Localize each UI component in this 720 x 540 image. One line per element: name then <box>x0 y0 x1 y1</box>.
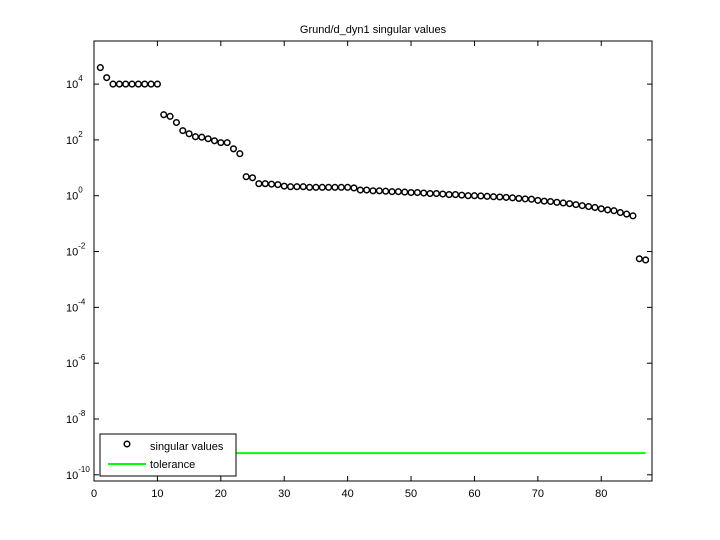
data-point <box>635 255 643 263</box>
data-point <box>496 193 504 201</box>
x-tick-label: 10 <box>151 488 163 500</box>
data-point <box>413 188 421 197</box>
y-tick-label: 10-8 <box>66 409 86 426</box>
data-point <box>489 193 498 201</box>
data-point <box>363 186 371 194</box>
chart-title: Grund/d_dyn1 singular values <box>300 24 447 36</box>
data-point <box>521 195 529 203</box>
data-point <box>236 150 244 158</box>
data-point <box>223 139 231 147</box>
y-tick-label: 10-10 <box>66 465 90 482</box>
data-point <box>616 208 624 217</box>
y-tick-label: 10-4 <box>66 297 86 314</box>
data-point <box>401 188 409 196</box>
plot-area <box>93 40 653 482</box>
data-point <box>172 118 180 127</box>
data-point <box>153 80 161 88</box>
data-point <box>198 133 206 141</box>
data-point <box>261 180 269 188</box>
data-point <box>642 256 650 264</box>
data-point <box>96 64 104 72</box>
x-tick-label: 60 <box>468 488 480 500</box>
data-point <box>534 196 542 204</box>
y-tick-label: 10-2 <box>66 242 86 259</box>
legend-marker <box>123 440 131 448</box>
data-point <box>483 192 491 200</box>
x-tick-label: 80 <box>595 488 607 500</box>
data-point <box>578 202 586 210</box>
data-point <box>572 201 580 209</box>
data-point <box>179 127 187 135</box>
data-point <box>546 197 555 206</box>
legend-label: singular values <box>150 441 224 453</box>
data-point <box>267 180 276 188</box>
data-point <box>191 133 200 141</box>
data-point <box>229 145 238 153</box>
data-point <box>591 203 599 212</box>
data-point <box>204 135 212 143</box>
data-point <box>280 182 288 190</box>
legend-box <box>99 433 237 477</box>
data-point <box>451 191 459 199</box>
data-point <box>344 183 352 191</box>
x-tick-label: 0 <box>91 488 97 500</box>
y-tick-label: 10-6 <box>66 353 86 370</box>
data-point <box>566 200 574 208</box>
data-point <box>629 212 637 220</box>
y-tick-label: 104 <box>66 74 83 91</box>
x-tick-label: 50 <box>405 488 417 500</box>
data-point <box>610 207 618 215</box>
data-point <box>477 192 485 200</box>
data-point <box>394 188 402 196</box>
data-point <box>515 194 523 202</box>
x-tick-label: 70 <box>532 488 544 500</box>
data-point <box>185 130 193 138</box>
x-tick-label: 40 <box>342 488 354 500</box>
data-point <box>299 183 307 191</box>
data-point <box>248 174 257 182</box>
legend-label: tolerance <box>150 459 195 471</box>
data-point <box>432 189 440 198</box>
data-point <box>420 189 428 197</box>
data-point <box>585 202 593 211</box>
data-point <box>623 210 631 218</box>
data-point <box>597 205 605 213</box>
data-point <box>274 181 282 189</box>
data-point <box>508 194 517 202</box>
data-point <box>527 195 536 203</box>
data-point <box>553 198 561 206</box>
data-point <box>439 190 447 198</box>
data-point <box>103 74 111 82</box>
data-point <box>210 137 219 145</box>
data-point <box>502 193 510 201</box>
data-point <box>559 199 567 207</box>
data-point <box>540 197 548 205</box>
data-point <box>166 112 174 120</box>
x-tick-label: 30 <box>278 488 290 500</box>
data-point <box>160 111 168 119</box>
data-point <box>604 206 612 214</box>
data-point <box>382 187 390 195</box>
y-tick-label: 100 <box>66 186 83 203</box>
data-point <box>242 173 250 181</box>
data-point <box>350 184 358 192</box>
y-tick-label: 102 <box>66 130 83 147</box>
data-point <box>458 191 466 199</box>
x-tick-label: 20 <box>215 488 227 500</box>
data-point <box>375 187 383 195</box>
